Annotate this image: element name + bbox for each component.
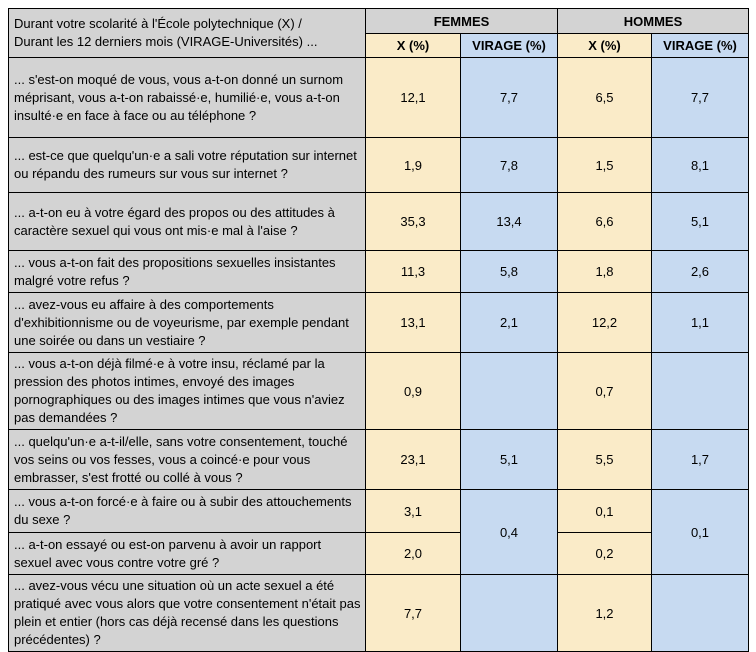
value-cell-empty (651, 352, 749, 430)
question-cell: ... a-t-on essayé ou est-on parvenu à av… (8, 532, 366, 575)
value-cell-empty (651, 574, 749, 652)
subheader-virage-hommes: VIRAGE (%) (651, 33, 749, 58)
table-title: Durant votre scolarité à l'École polytec… (8, 8, 366, 58)
hommes-group-header: HOMMES (557, 8, 749, 34)
value-cell: 35,3 (365, 192, 461, 251)
question-cell: ... vous a-t-on forcé·e à faire ou à sub… (8, 489, 366, 533)
table-row: ... vous a-t-on forcé·e à faire ou à sub… (8, 489, 749, 575)
value-cell-merged: 0,4 (460, 489, 558, 575)
value-cell: 11,3 (365, 250, 461, 293)
value-cell: 13,1 (365, 292, 461, 353)
value-cell: 1,5 (557, 137, 652, 193)
question-cell: ... vous a-t-on fait des propositions se… (8, 250, 366, 293)
value-cell: 2,6 (651, 250, 749, 293)
value-cell: 7,7 (365, 574, 461, 652)
subheader-x-hommes: X (%) (557, 33, 652, 58)
table-row: ... avez-vous vécu une situation où un a… (8, 574, 749, 652)
table-row: ... est-ce que quelqu'un·e a sali votre … (8, 137, 749, 193)
value-cell: 13,4 (460, 192, 558, 251)
question-cell: ... avez-vous vécu une situation où un a… (8, 574, 366, 652)
value-cell: 12,2 (557, 292, 652, 353)
value-cell: 5,1 (460, 429, 558, 490)
header-row-groups: Durant votre scolarité à l'École polytec… (8, 8, 749, 58)
question-cell: ... vous a-t-on déjà filmé·e à votre ins… (8, 352, 366, 430)
table-row: ... s'est-on moqué de vous, vous a-t-on … (8, 57, 749, 138)
value-cell: 1,1 (651, 292, 749, 353)
question-cell: ... est-ce que quelqu'un·e a sali votre … (8, 137, 366, 193)
question-cell: ... a-t-on eu à votre égard des propos o… (8, 192, 366, 251)
value-cell: 23,1 (365, 429, 461, 490)
value-cell: 1,7 (651, 429, 749, 490)
value-cell: 0,2 (557, 532, 652, 575)
header-row-subcolumns: X (%) VIRAGE (%) X (%) VIRAGE (%) (9, 33, 749, 58)
subheader-virage-femmes: VIRAGE (%) (460, 33, 558, 58)
value-cell: 6,6 (557, 192, 652, 251)
value-cell: 3,1 (365, 489, 461, 533)
value-cell: 0,1 (557, 489, 652, 533)
value-cell: 1,8 (557, 250, 652, 293)
femmes-group-header: FEMMES (365, 8, 558, 34)
question-cell: ... avez-vous eu affaire à des comportem… (8, 292, 366, 353)
value-cell-empty (460, 352, 558, 430)
value-cell: 5,1 (651, 192, 749, 251)
table-row: ... a-t-on eu à votre égard des propos o… (8, 192, 749, 251)
value-cell: 0,9 (365, 352, 461, 430)
table-row: ... vous a-t-on fait des propositions se… (8, 250, 749, 293)
value-cell: 7,7 (460, 57, 558, 138)
value-cell: 1,2 (557, 574, 652, 652)
value-cell: 12,1 (365, 57, 461, 138)
value-cell-empty (460, 574, 558, 652)
value-cell: 1,9 (365, 137, 461, 193)
value-cell: 2,1 (460, 292, 558, 353)
value-cell: 5,5 (557, 429, 652, 490)
table-row: ... quelqu'un·e a-t-il/elle, sans votre … (8, 429, 749, 490)
value-cell: 7,7 (651, 57, 749, 138)
value-cell: 2,0 (365, 532, 461, 575)
table-row: ... avez-vous eu affaire à des comportem… (8, 292, 749, 353)
question-cell: ... quelqu'un·e a-t-il/elle, sans votre … (8, 429, 366, 490)
value-cell: 7,8 (460, 137, 558, 193)
question-cell: ... s'est-on moqué de vous, vous a-t-on … (8, 57, 366, 138)
survey-results-table: Durant votre scolarité à l'École polytec… (8, 8, 749, 652)
table-row: ... vous a-t-on déjà filmé·e à votre ins… (8, 352, 749, 430)
value-cell: 0,7 (557, 352, 652, 430)
value-cell: 8,1 (651, 137, 749, 193)
table-row: ... a-t-on essayé ou est-on parvenu à av… (8, 532, 749, 575)
value-cell: 5,8 (460, 250, 558, 293)
value-cell-merged: 0,1 (651, 489, 749, 575)
subheader-x-femmes: X (%) (365, 33, 461, 58)
value-cell: 6,5 (557, 57, 652, 138)
